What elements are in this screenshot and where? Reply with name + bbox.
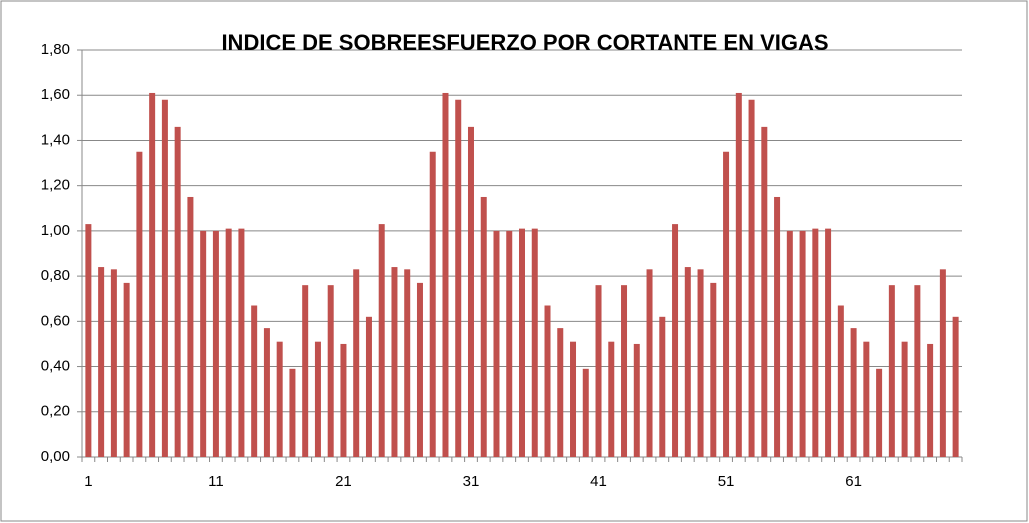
y-tick-label: 0,40 <box>41 358 70 375</box>
x-tick-label: 11 <box>208 473 224 490</box>
bar <box>353 269 360 457</box>
x-tick-label: 1 <box>84 473 92 490</box>
x-tick-label: 41 <box>590 473 607 490</box>
bar <box>340 343 347 457</box>
y-tick-label: 1,40 <box>41 131 70 148</box>
bar <box>812 228 819 457</box>
y-tick-label: 1,60 <box>41 86 70 103</box>
bar <box>761 126 768 457</box>
y-tick-label: 1,20 <box>41 177 70 194</box>
bar <box>238 228 245 457</box>
bar <box>557 328 564 457</box>
bar <box>837 305 844 457</box>
bar <box>161 99 168 457</box>
bar <box>442 92 449 457</box>
bar <box>302 285 309 457</box>
bar <box>480 196 487 457</box>
bar <box>467 126 474 457</box>
x-tick-label: 51 <box>718 473 735 490</box>
bar <box>200 230 207 457</box>
x-tick-label: 61 <box>845 473 862 490</box>
bar <box>888 285 895 457</box>
bar <box>850 328 857 457</box>
bar <box>225 228 232 457</box>
bar <box>416 282 423 457</box>
bar <box>595 285 602 457</box>
bar <box>774 196 781 457</box>
bar <box>314 341 321 457</box>
x-tick-label: 31 <box>463 473 480 490</box>
bar <box>672 224 679 457</box>
bar <box>876 368 883 457</box>
bar <box>825 228 832 457</box>
bar <box>212 230 219 457</box>
bar <box>786 230 793 457</box>
bar <box>174 126 181 457</box>
bar <box>863 341 870 457</box>
y-tick-label: 1,80 <box>41 41 70 58</box>
bar <box>748 99 755 457</box>
bar <box>289 368 296 457</box>
y-tick-label: 1,00 <box>41 222 70 239</box>
bar <box>493 230 500 457</box>
bar <box>544 305 551 457</box>
bar <box>404 269 411 457</box>
y-tick-label: 0,00 <box>41 448 70 465</box>
bar <box>149 92 156 457</box>
bar <box>723 151 730 457</box>
bar <box>327 285 334 457</box>
bar <box>570 341 577 457</box>
bar <box>110 269 117 457</box>
bar <box>952 316 959 457</box>
bar <box>365 316 372 457</box>
bar <box>621 285 628 457</box>
bar <box>455 99 462 457</box>
bar <box>378 224 385 457</box>
bar <box>251 305 258 457</box>
bar <box>391 267 398 457</box>
bar <box>582 368 589 457</box>
bar <box>123 282 130 457</box>
bar <box>98 267 105 457</box>
bar <box>136 151 143 457</box>
x-tick-label: 21 <box>335 473 352 490</box>
bar <box>659 316 666 457</box>
bar <box>939 269 946 457</box>
bar <box>710 282 717 457</box>
bar <box>735 92 742 457</box>
bar <box>914 285 921 457</box>
bar <box>927 343 934 457</box>
bar <box>697 269 704 457</box>
y-tick-label: 0,60 <box>41 312 70 329</box>
bar <box>901 341 908 457</box>
bar <box>646 269 653 457</box>
bar <box>519 228 525 457</box>
chart-title: INDICE DE SOBREESFUERZO POR CORTANTE EN … <box>221 30 828 55</box>
bar <box>684 267 691 457</box>
bar <box>85 224 92 457</box>
bar <box>506 230 513 457</box>
bar <box>608 341 615 457</box>
bar <box>429 151 436 457</box>
bar <box>187 196 194 457</box>
bar <box>263 328 270 457</box>
bar <box>531 228 538 457</box>
y-tick-label: 0,20 <box>41 403 70 420</box>
bar <box>633 343 640 457</box>
y-tick-label: 0,80 <box>41 267 70 284</box>
bar <box>799 230 806 457</box>
bar <box>276 341 283 457</box>
